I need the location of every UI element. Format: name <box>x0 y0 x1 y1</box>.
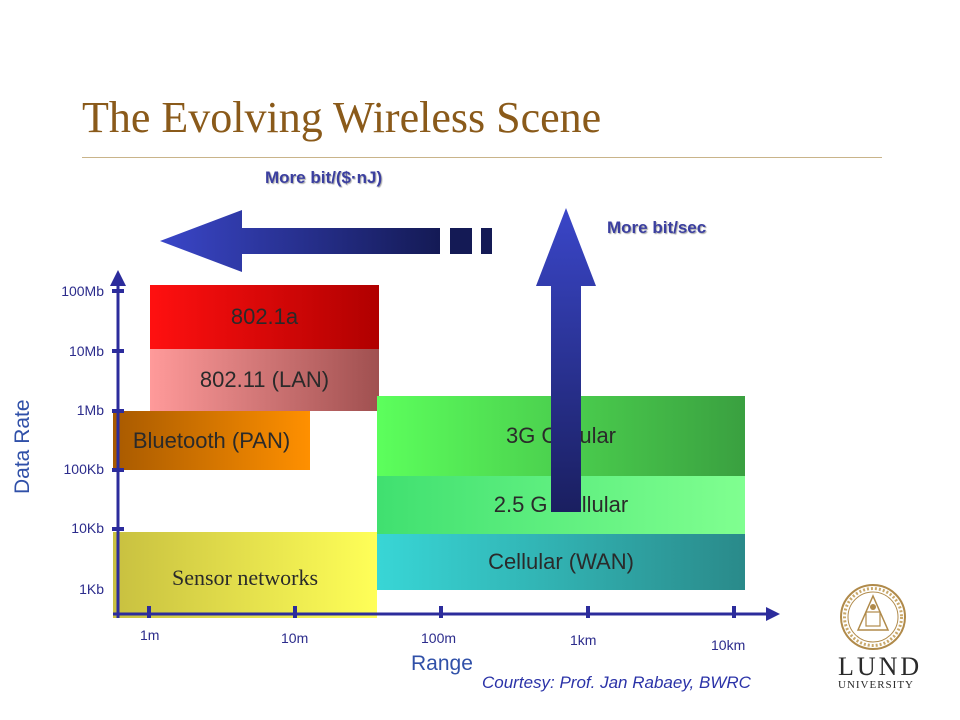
x-tick-1km: 1km <box>570 632 597 648</box>
courtesy-credit: Courtesy: Prof. Jan Rabaey, BWRC <box>482 673 751 692</box>
title-divider <box>82 157 882 158</box>
band-bluetooth-pan-label: Bluetooth (PAN) <box>132 427 291 453</box>
y-tick-100mb: 100Mb <box>61 283 104 299</box>
up-arrow <box>536 208 596 512</box>
y-tick-1kb: 1Kb <box>79 581 104 597</box>
band-cellular-wan: Cellular (WAN) <box>377 534 745 590</box>
y-tick-1mb: 1Mb <box>76 402 104 418</box>
band-802-11-lan-label: 802.11 (LAN) <box>199 367 330 392</box>
band-802-1a: 802.1a <box>150 285 379 349</box>
x-tick-1m: 1m <box>140 627 160 643</box>
band-802-1a-label: 802.1a <box>230 304 299 329</box>
left-arrow <box>160 210 492 272</box>
y-axis-title: Data Rate <box>11 399 34 494</box>
band-sensor-networks-label: Sensor networks <box>171 565 319 590</box>
more-bit-per-dollar-nj-label: More bit/($·nJ) <box>265 168 383 187</box>
x-tick-100m: 100m <box>421 630 457 646</box>
y-tick-10kb: 10Kb <box>71 520 104 536</box>
band-sensor-networks: Sensor networks <box>113 532 377 618</box>
y-tick-10mb: 10Mb <box>68 343 104 359</box>
more-bit-per-sec-label: More bit/sec <box>607 218 707 237</box>
x-tick-10km: 10km <box>711 637 746 653</box>
university-seal-icon <box>840 584 906 650</box>
y-tick-100kb: 100Kb <box>63 461 104 477</box>
x-axis <box>113 606 780 621</box>
x-tick-10m: 10m <box>281 630 309 646</box>
logo-name-bottom: UNIVERSITY <box>838 679 914 691</box>
y-axis <box>110 270 126 618</box>
slide-title: The Evolving Wireless Scene <box>82 93 602 142</box>
band-cellular-wan-label: Cellular (WAN) <box>488 549 634 574</box>
band-bluetooth-pan: Bluetooth (PAN) <box>113 411 310 470</box>
band-802-11-lan: 802.11 (LAN) <box>150 349 379 411</box>
logo-name-top: LUND <box>838 652 923 681</box>
x-axis-title: Range <box>411 652 473 675</box>
